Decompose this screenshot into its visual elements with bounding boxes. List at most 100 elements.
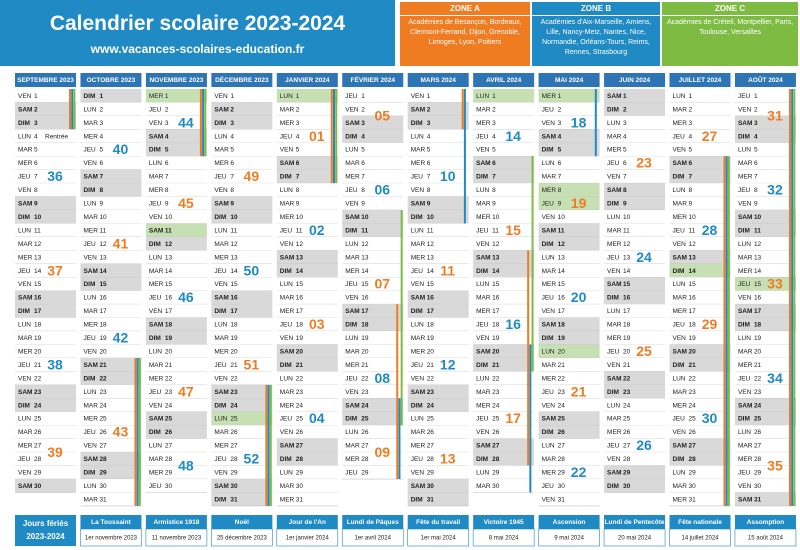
weekday: JEU <box>149 201 162 208</box>
day-row <box>80 129 142 143</box>
day-row <box>276 331 338 345</box>
day-number: 31 <box>427 496 435 503</box>
weekday: VEN <box>542 214 556 221</box>
day-row <box>407 236 469 251</box>
weekday: MAR <box>673 389 688 396</box>
day-number: 18 <box>296 322 304 329</box>
day-row <box>15 115 76 130</box>
day-row <box>15 331 76 345</box>
day-number: 31 <box>558 496 566 503</box>
week-number: 34 <box>767 370 783 386</box>
day-number: 2 <box>427 106 431 113</box>
holiday-head <box>604 515 666 529</box>
week-number: 02 <box>309 222 325 238</box>
day-number: 7 <box>361 174 365 181</box>
weekday: JEU <box>345 375 358 382</box>
weekday: SAM <box>83 174 97 181</box>
day-number: 12 <box>558 241 566 248</box>
weekday: DIM <box>738 416 750 423</box>
day-row <box>407 102 469 116</box>
day-row <box>473 452 535 466</box>
day-number: 4 <box>558 133 562 140</box>
day-row <box>604 371 666 385</box>
weekday: SAM <box>149 416 163 423</box>
day-number: 10 <box>492 214 500 221</box>
weekday: MER <box>83 227 98 234</box>
day-number: 17 <box>230 308 238 315</box>
day-row <box>80 183 142 197</box>
weekday: MAR <box>83 308 98 315</box>
day-number: 3 <box>296 120 300 127</box>
day-row <box>342 183 404 197</box>
day-number: 6 <box>623 160 627 167</box>
month-header <box>80 73 142 87</box>
day-row <box>604 465 666 480</box>
vacation-bar <box>69 89 71 130</box>
day-number: 31 <box>230 496 238 503</box>
weekday: DIM <box>83 375 95 382</box>
day-number: 8 <box>34 187 38 194</box>
weekday: JEU <box>411 456 424 463</box>
weekday: MAR <box>476 295 491 302</box>
weekday: VEN <box>607 268 621 275</box>
weekday: MAR <box>738 160 753 167</box>
weekday: SAM <box>542 227 556 234</box>
day-row <box>604 358 666 372</box>
weekday: MAR <box>738 443 753 450</box>
day-row <box>276 89 338 103</box>
weekday: MER <box>476 214 491 221</box>
day-number: 30 <box>99 483 107 490</box>
day-number: 30 <box>689 483 697 490</box>
weekday: JEU <box>411 268 424 275</box>
day-row <box>734 425 796 439</box>
day-row <box>342 223 404 237</box>
day-row <box>538 384 600 399</box>
day-row <box>276 425 338 439</box>
day-number: 11 <box>361 227 368 234</box>
weekday: LUN <box>607 120 620 127</box>
vacation-bar <box>202 89 205 157</box>
holiday-body <box>80 528 142 547</box>
weekday: MER <box>607 429 622 436</box>
vacation-bar <box>793 89 796 506</box>
day-row <box>734 465 796 480</box>
day-number: 20 <box>165 348 173 355</box>
day-number: 13 <box>754 254 762 261</box>
weekday: VEN <box>738 483 752 490</box>
day-row <box>145 183 207 197</box>
weekday: MAR <box>214 429 229 436</box>
day-number: 18 <box>165 322 173 329</box>
day-row <box>145 236 207 251</box>
weekday: VEN <box>607 174 621 181</box>
day-number: 16 <box>296 295 304 302</box>
weekday: JEU <box>18 174 31 181</box>
vacation-bar <box>269 384 272 506</box>
day-row <box>15 142 76 157</box>
day-row <box>15 290 76 305</box>
weekday: MER <box>280 120 295 127</box>
weekday: MER <box>607 241 622 248</box>
day-row <box>538 398 600 412</box>
weekday: DIM <box>345 227 357 234</box>
day-row <box>145 331 207 345</box>
vacation-bar <box>791 89 794 506</box>
week-number: 30 <box>702 410 718 426</box>
weekday: DIM <box>18 402 30 409</box>
day-row <box>669 223 731 237</box>
day-row <box>473 398 535 412</box>
day-number: 27 <box>689 443 697 450</box>
weekday: MER <box>411 160 426 167</box>
day-row <box>604 438 666 453</box>
day-row <box>342 384 404 399</box>
week-number: 35 <box>767 457 783 473</box>
day-row <box>407 411 469 426</box>
weekday: SAM <box>476 443 490 450</box>
holiday-name: Assomption <box>747 519 785 526</box>
weekday: DIM <box>149 147 161 154</box>
weekday: MER <box>673 402 688 409</box>
day-row <box>669 452 731 466</box>
day-number: 5 <box>754 147 758 154</box>
weekday: MAR <box>738 254 753 261</box>
day-number: 10 <box>99 214 107 221</box>
day-row <box>538 250 600 264</box>
